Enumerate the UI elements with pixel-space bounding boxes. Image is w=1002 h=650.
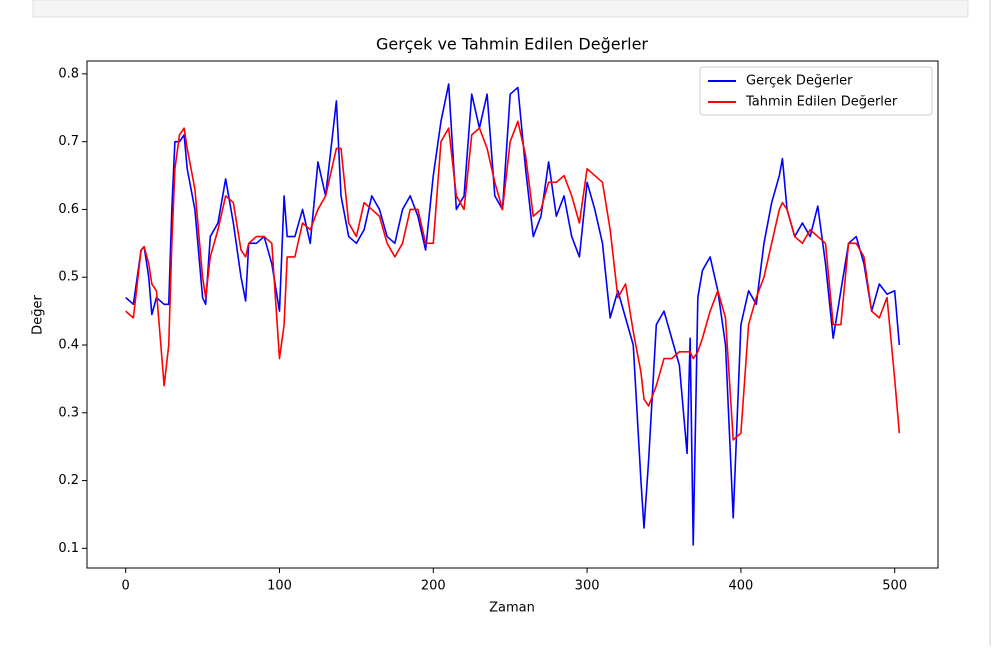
x-axis-label: Zaman — [489, 601, 535, 616]
y-tick-label: 0.6 — [58, 202, 79, 217]
y-tick-label: 0.5 — [58, 270, 79, 285]
x-tick-label: 200 — [421, 579, 446, 594]
x-tick-label: 300 — [575, 579, 600, 594]
x-tick-label: 500 — [882, 579, 907, 594]
series-line — [125, 120, 901, 441]
x-tick-label: 100 — [267, 579, 292, 594]
plot-frame — [86, 60, 939, 569]
y-tick-label: 0.1 — [58, 541, 79, 556]
series-line — [125, 83, 901, 546]
y-tick-label: 0.4 — [58, 338, 79, 353]
chart-title: Gerçek ve Tahmin Edilen Değerler — [376, 35, 648, 54]
legend-box — [699, 66, 933, 116]
legend-label: Gerçek Değerler — [746, 74, 853, 89]
y-tick-label: 0.7 — [58, 134, 79, 149]
y-tick-label: 0.3 — [58, 405, 79, 420]
code-cell — [32, 0, 969, 18]
y-tick-label: 0.8 — [58, 66, 79, 81]
x-tick-label: 400 — [728, 579, 753, 594]
legend-label: Tahmin Edilen Değerler — [745, 95, 898, 110]
y-axis-label: Değer — [31, 295, 46, 335]
x-tick-label: 0 — [122, 579, 130, 594]
y-tick-label: 0.2 — [58, 473, 79, 488]
